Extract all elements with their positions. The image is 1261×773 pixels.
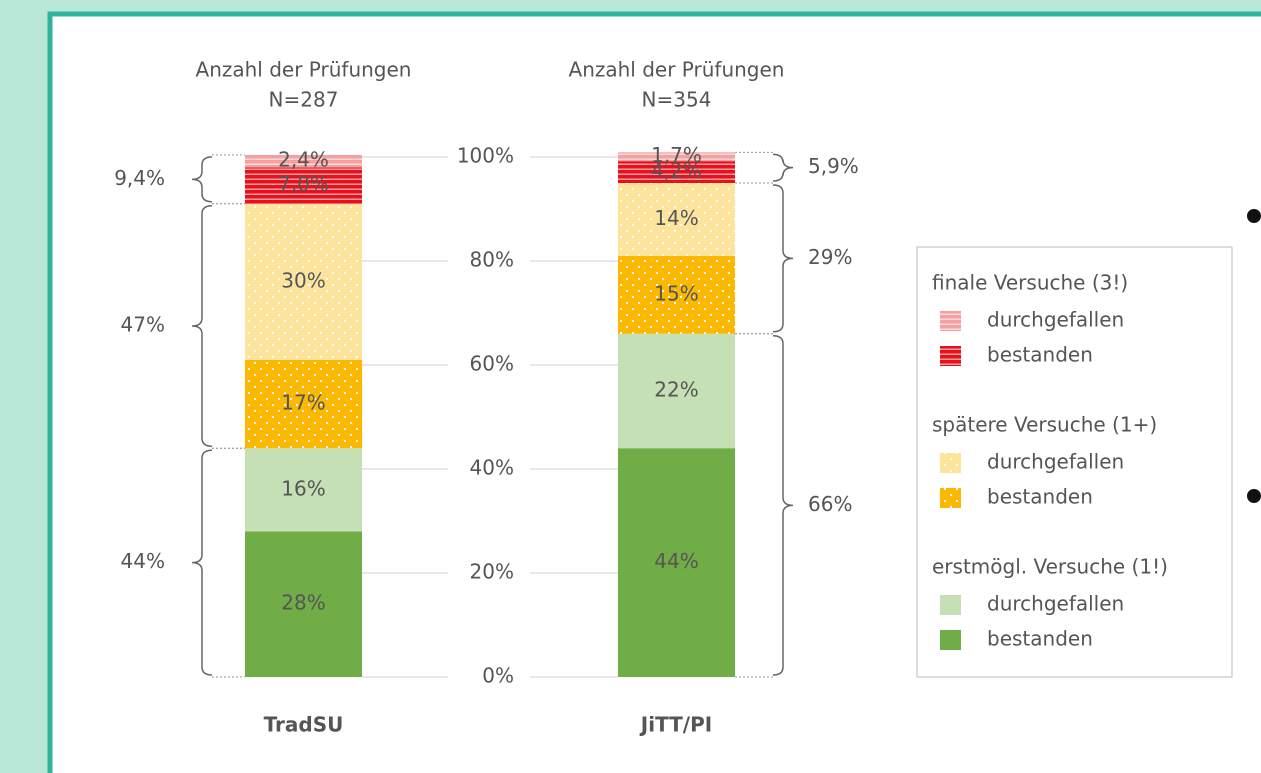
- group-total-label: 44%: [121, 549, 165, 573]
- legend-group-title: finale Versuche (3!): [932, 271, 1128, 295]
- bar-segment: [618, 448, 735, 677]
- legend-box: [916, 246, 1233, 678]
- x-tick-label: JiTT/PI: [639, 713, 712, 737]
- legend-label: bestanden: [987, 485, 1093, 509]
- bar-segment: [245, 448, 362, 532]
- bracket: [191, 156, 213, 203]
- y-tick-label: 0%: [482, 664, 514, 688]
- group-total-label: 47%: [121, 313, 165, 337]
- legend-group-title: erstmögl. Versuche (1!): [932, 555, 1168, 579]
- subtitle: N=287: [269, 88, 339, 112]
- bar-segment: [618, 152, 735, 162]
- legend-label: durchgefallen: [987, 450, 1124, 474]
- data-label: 2,4%: [278, 148, 329, 172]
- legend-swatch: [940, 453, 961, 473]
- data-label: 16%: [281, 476, 325, 500]
- data-label: 30%: [281, 268, 325, 292]
- subtitle: Anzahl der Prüfungen: [569, 58, 785, 82]
- data-label: 14%: [654, 206, 698, 230]
- data-label: 28%: [281, 591, 325, 615]
- bar-segment: [245, 154, 362, 168]
- legend-swatch: [940, 595, 961, 615]
- y-tick-label: 100%: [457, 144, 514, 168]
- data-label: 22%: [654, 378, 698, 402]
- legend-swatch: [940, 630, 961, 650]
- group-total-label: 29%: [808, 245, 852, 269]
- bar-segment: [618, 161, 735, 183]
- bracket: [191, 449, 213, 676]
- group-total-label: 66%: [808, 492, 852, 516]
- legend-label: durchgefallen: [987, 308, 1124, 332]
- bracket: [772, 184, 794, 333]
- data-label: 1,7%: [651, 143, 702, 167]
- bar-segment: [245, 167, 362, 204]
- y-tick-label: 80%: [470, 248, 514, 272]
- legend-label: bestanden: [987, 627, 1093, 651]
- y-tick-label: 20%: [470, 560, 514, 584]
- data-label: 44%: [654, 549, 698, 573]
- bar-segment: [245, 359, 362, 449]
- bracket: [772, 335, 794, 676]
- legend-swatch: [940, 346, 961, 366]
- subtitle: Anzahl der Prüfungen: [196, 58, 412, 82]
- bar-segment: [245, 531, 362, 677]
- data-label: 17%: [281, 391, 325, 415]
- bullet: [1247, 489, 1261, 503]
- legend-label: bestanden: [987, 343, 1093, 367]
- legend-swatch: [940, 311, 961, 331]
- subtitle: N=354: [642, 88, 712, 112]
- bar-segment: [618, 255, 735, 334]
- bar-segment: [618, 183, 735, 256]
- group-total-label: 5,9%: [808, 154, 859, 178]
- data-label: 7,0%: [278, 172, 329, 196]
- bracket: [191, 205, 213, 447]
- y-tick-label: 60%: [470, 352, 514, 376]
- bar-segment: [245, 203, 362, 360]
- data-label: 15%: [654, 281, 698, 305]
- bar-segment: [618, 333, 735, 449]
- data-label: 4,2%: [651, 159, 702, 183]
- x-tick-label: TradSU: [264, 713, 344, 737]
- legend-label: durchgefallen: [987, 592, 1124, 616]
- y-tick-label: 40%: [470, 456, 514, 480]
- group-total-label: 9,4%: [114, 166, 165, 190]
- legend-group-title: spätere Versuche (1+): [932, 413, 1157, 437]
- bracket: [772, 153, 794, 182]
- legend-swatch: [940, 488, 961, 508]
- bullet: [1247, 209, 1261, 223]
